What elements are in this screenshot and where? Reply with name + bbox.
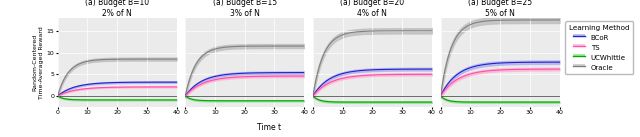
Y-axis label: Random-Centered
Time-Averaged Reward: Random-Centered Time-Averaged Reward xyxy=(33,26,44,99)
Title: (a) Budget B=15
3% of N: (a) Budget B=15 3% of N xyxy=(212,0,276,18)
Title: (a) Budget B=20
4% of N: (a) Budget B=20 4% of N xyxy=(340,0,404,18)
Text: Time t: Time t xyxy=(257,122,281,132)
Title: (a) Budget B=10
2% of N: (a) Budget B=10 2% of N xyxy=(85,0,149,18)
Title: (a) Budget B=25
5% of N: (a) Budget B=25 5% of N xyxy=(468,0,532,18)
Legend: BCoR, TS, UCWhittle, Oracle: BCoR, TS, UCWhittle, Oracle xyxy=(565,21,633,74)
